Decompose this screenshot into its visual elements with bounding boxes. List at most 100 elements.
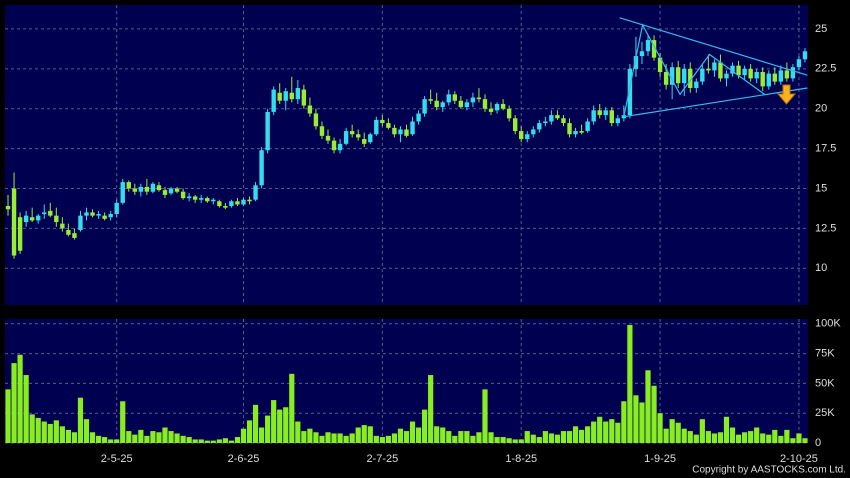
volume-bar <box>657 413 663 443</box>
candle-body <box>543 121 548 124</box>
volume-bar <box>367 426 373 443</box>
volume-bar <box>754 427 760 443</box>
volume-bar <box>458 431 464 443</box>
candle-body <box>162 190 168 195</box>
volume-bar <box>681 428 687 443</box>
volume-bar <box>132 434 138 443</box>
volume-bar <box>258 427 265 443</box>
candle-body <box>579 131 584 133</box>
volume-bar <box>717 432 724 443</box>
y-tick-label: 50K <box>815 377 835 389</box>
candle-body <box>512 118 518 132</box>
candle-body <box>186 196 192 199</box>
volume-bar <box>609 419 615 443</box>
candle-body <box>229 201 234 207</box>
candle-body <box>784 70 790 79</box>
y-tick-label: 25K <box>815 407 835 419</box>
volume-bar <box>415 427 422 443</box>
candle-body <box>295 87 301 100</box>
volume-bar <box>422 409 428 443</box>
volume-bar <box>246 420 253 443</box>
volume-bar <box>156 432 162 443</box>
candle-body <box>561 118 566 124</box>
candle-body <box>766 73 771 87</box>
volume-bar <box>361 425 367 443</box>
candle-body <box>591 110 596 122</box>
volume-bar <box>687 431 693 443</box>
candle-body <box>494 103 500 111</box>
candle-body <box>66 230 71 235</box>
candle-body <box>313 113 319 127</box>
volume-bar <box>603 421 609 443</box>
candle-body <box>790 67 796 79</box>
volume-bar <box>271 400 277 443</box>
candle-body <box>301 89 307 106</box>
volume-bar <box>71 432 78 443</box>
volume-bar <box>29 414 35 443</box>
candle-body <box>736 65 741 76</box>
candle-body <box>609 110 614 124</box>
candle-body <box>11 188 17 256</box>
candle-body <box>217 201 222 207</box>
volume-bar <box>802 438 808 443</box>
volume-bar <box>283 407 289 443</box>
volume-bar <box>446 431 452 443</box>
candle-body <box>205 198 210 202</box>
volume-bar <box>89 432 96 443</box>
volume-bar <box>651 385 657 443</box>
volume-bar <box>174 433 180 443</box>
candle-body <box>464 102 470 108</box>
candle-body <box>319 126 325 136</box>
candle-body <box>368 134 373 143</box>
volume-bar <box>482 389 488 443</box>
candle-body <box>60 223 65 229</box>
candle-body <box>754 72 759 79</box>
candle-body <box>283 91 288 101</box>
y-tick-label: 15 <box>815 182 827 194</box>
candle-body <box>470 97 476 103</box>
candle-body <box>78 215 83 230</box>
volume-bar <box>265 415 271 443</box>
candle-body <box>537 123 542 130</box>
candle-body <box>778 70 784 82</box>
candle-body <box>42 212 47 215</box>
y-tick-label: 12.5 <box>815 222 836 234</box>
volume-bar <box>307 428 313 443</box>
candle-body <box>17 217 23 251</box>
x-tick-label: 1-9-25 <box>644 453 676 465</box>
volume-bar <box>150 431 156 443</box>
candle-body <box>349 131 355 135</box>
y-tick-label: 25 <box>815 23 827 35</box>
candle-body <box>307 105 313 114</box>
volume-bar <box>772 429 778 443</box>
candle-body <box>434 100 439 108</box>
volume-bar <box>23 375 29 443</box>
x-tick-label: 2-6-25 <box>228 453 260 465</box>
candle-body <box>555 115 560 119</box>
volume-bar <box>35 417 41 443</box>
candle-body <box>289 92 294 100</box>
candle-body <box>452 94 458 101</box>
candle-body <box>199 198 204 200</box>
volume-bar <box>295 421 301 443</box>
candle-body <box>265 111 270 151</box>
volume-bar <box>729 427 736 443</box>
volume-bar <box>325 432 331 443</box>
volume-bar <box>83 419 90 443</box>
candle-body <box>585 121 590 132</box>
volume-bar <box>542 431 548 443</box>
volume-bar <box>428 375 434 443</box>
candle-body <box>416 113 421 122</box>
candle-body <box>271 89 276 112</box>
volume-bar <box>228 440 235 443</box>
volume-bar <box>796 433 802 443</box>
volume-bar <box>500 437 506 443</box>
x-tick-label: 1-8-25 <box>505 453 537 465</box>
candle-body <box>211 199 216 202</box>
volume-bar <box>77 397 84 443</box>
candle-body <box>138 186 144 192</box>
candle-body <box>150 183 156 192</box>
volume-bar <box>470 435 476 443</box>
candle-body <box>90 212 95 216</box>
candle-body <box>525 134 530 140</box>
